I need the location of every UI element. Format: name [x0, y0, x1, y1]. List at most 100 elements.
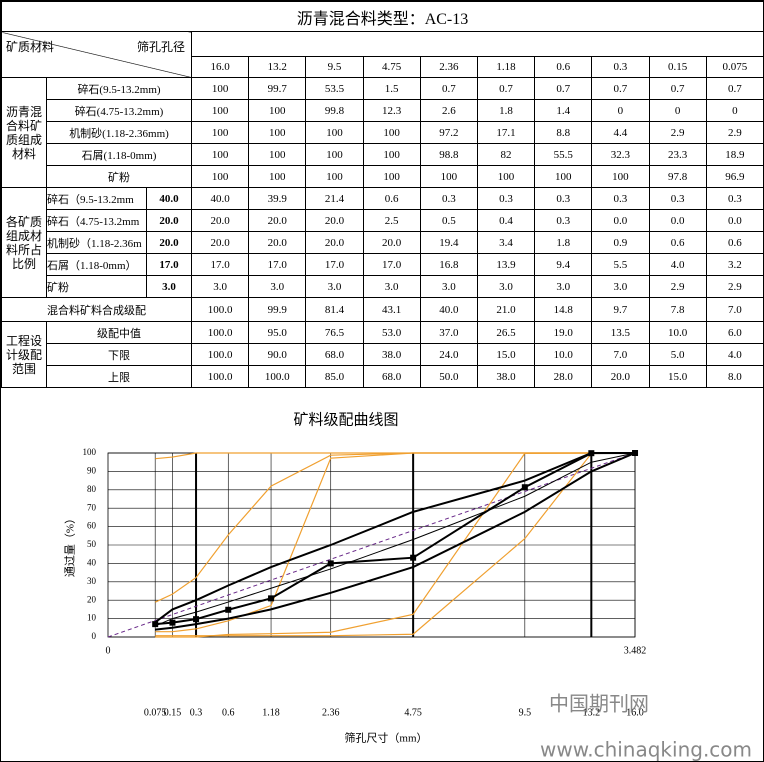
material-name: 石屑(1.18-0mm): [46, 143, 192, 166]
design-value: 50.0: [419, 365, 478, 388]
weighted-value: 0.0: [591, 209, 650, 232]
weighted-value: 3.0: [248, 275, 307, 298]
passing-value: 99.7: [248, 77, 307, 100]
weighted-value: 0.3: [534, 187, 593, 210]
sieve-label: 0.3: [190, 707, 203, 718]
weighted-value: 0.3: [534, 209, 593, 232]
weighted-value: 3.0: [419, 275, 478, 298]
mix-value: 100.0: [190, 297, 250, 322]
weighted-value: 3.0: [476, 275, 536, 298]
design-value: 85.0: [305, 365, 364, 388]
y-tick-label: 40: [87, 557, 97, 567]
y-tick-label: 90: [87, 465, 97, 475]
weighted-value: 20.0: [248, 231, 307, 254]
weighted-value: 5.5: [591, 253, 650, 276]
design-value: 53.0: [362, 321, 421, 344]
x-tick-label: 3.482: [624, 645, 647, 656]
sieve-size: 2.36: [419, 56, 478, 78]
design-value: 37.0: [419, 321, 478, 344]
passing-value: 100: [190, 143, 250, 166]
sieve-size: 0.15: [648, 56, 707, 78]
material-curve: [155, 452, 636, 633]
weighted-value: 17.0: [248, 253, 307, 276]
material-name: 碎石（4.75-13.2mm: [46, 209, 147, 232]
passing-value: 100: [362, 121, 421, 144]
sieve-size: 13.2: [248, 56, 307, 78]
material-name: 碎石(9.5-13.2mm): [46, 77, 192, 100]
mix-value: 81.4: [305, 297, 364, 322]
material-curve: [155, 452, 636, 460]
passing-value: 12.3: [362, 99, 421, 122]
passing-value: 100: [248, 99, 307, 122]
passing-value: 1.5: [362, 77, 421, 100]
passing-value: 100: [190, 121, 250, 144]
ratio: 20.0: [146, 231, 192, 254]
design-value: 100.0: [248, 365, 307, 388]
weighted-value: 0.3: [705, 187, 763, 210]
sieve-label: 9.5: [519, 707, 532, 718]
mix-marker: [410, 554, 417, 561]
weighted-value: 0.3: [419, 187, 478, 210]
passing-value: 100: [305, 165, 364, 188]
mix-curve: [155, 452, 636, 626]
weighted-value: 3.0: [305, 275, 364, 298]
passing-value: 100: [248, 165, 307, 188]
mix-value: 7.0: [705, 297, 763, 322]
weighted-value: 0.3: [648, 187, 707, 210]
chart-title: 矿料级配曲线图: [293, 411, 398, 428]
passing-value: 98.8: [419, 143, 478, 166]
mix-marker: [327, 560, 334, 567]
weighted-value: 20.0: [190, 209, 250, 232]
material-name: 碎石(4.75-13.2mm): [46, 99, 192, 122]
y-tick-label: 30: [87, 576, 97, 586]
weighted-value: 20.0: [248, 209, 307, 232]
design-value: 76.5: [305, 321, 364, 344]
design-value: 90.0: [248, 343, 307, 366]
gradation-table: 沥青混合料类型：AC-13 矿质材料 筛孔孔径 16.0 13.2 9.5 4.75 2.36…: [1, 1, 763, 388]
material-name: 石屑（1.18-0mm）: [46, 253, 147, 276]
sieve-label: 1.18: [262, 707, 280, 718]
weighted-value: 17.0: [305, 253, 364, 276]
passing-value: 100: [190, 99, 250, 122]
weighted-value: 2.5: [362, 209, 421, 232]
ratio: 40.0: [146, 187, 192, 210]
passing-value: 96.9: [705, 165, 763, 188]
passing-value: 0: [648, 99, 707, 122]
mix-value: 40.0: [419, 297, 478, 322]
sieve-label: 0.15: [164, 707, 182, 718]
group-label: 沥青混合料矿质组成材料: [1, 77, 47, 188]
passing-value: 82: [476, 143, 536, 166]
group-label: 各矿质组成材料所占比例: [1, 187, 47, 298]
header-corner: 矿质材料 筛孔孔径: [1, 31, 192, 78]
y-tick-label: 60: [87, 521, 97, 531]
design-value: 100.0: [190, 365, 250, 388]
passing-value: 32.3: [591, 143, 650, 166]
ratio: 3.0: [146, 275, 192, 298]
design-value: 20.0: [591, 365, 650, 388]
passing-value: 0.7: [591, 77, 650, 100]
design-value: 100.0: [190, 321, 250, 344]
weighted-value: 13.9: [476, 253, 536, 276]
design-curve: [154, 452, 636, 624]
mix-value: 14.8: [534, 297, 593, 322]
weighted-value: 0.0: [705, 209, 763, 232]
sieve-label: 16.0: [626, 707, 644, 718]
weighted-value: 0.6: [362, 187, 421, 210]
design-value: 15.0: [476, 343, 536, 366]
material-name: 矿粉: [46, 275, 147, 298]
sieve-label: 2.36: [322, 707, 340, 718]
weighted-value: 16.8: [419, 253, 478, 276]
header-label: 筛孔孔径: [136, 40, 185, 54]
sieve-size: 1.18: [476, 56, 536, 78]
weighted-value: 1.8: [534, 231, 593, 254]
x-axis-label: 筛孔尺寸（mm）: [344, 731, 427, 745]
passing-value: 17.1: [476, 121, 536, 144]
y-tick-label: 70: [87, 502, 97, 512]
passing-value: 100: [591, 165, 650, 188]
passing-value: 55.5: [534, 143, 593, 166]
weighted-value: 3.2: [705, 253, 763, 276]
passing-value: 0.7: [705, 77, 763, 100]
weighted-value: 0.5: [419, 209, 478, 232]
